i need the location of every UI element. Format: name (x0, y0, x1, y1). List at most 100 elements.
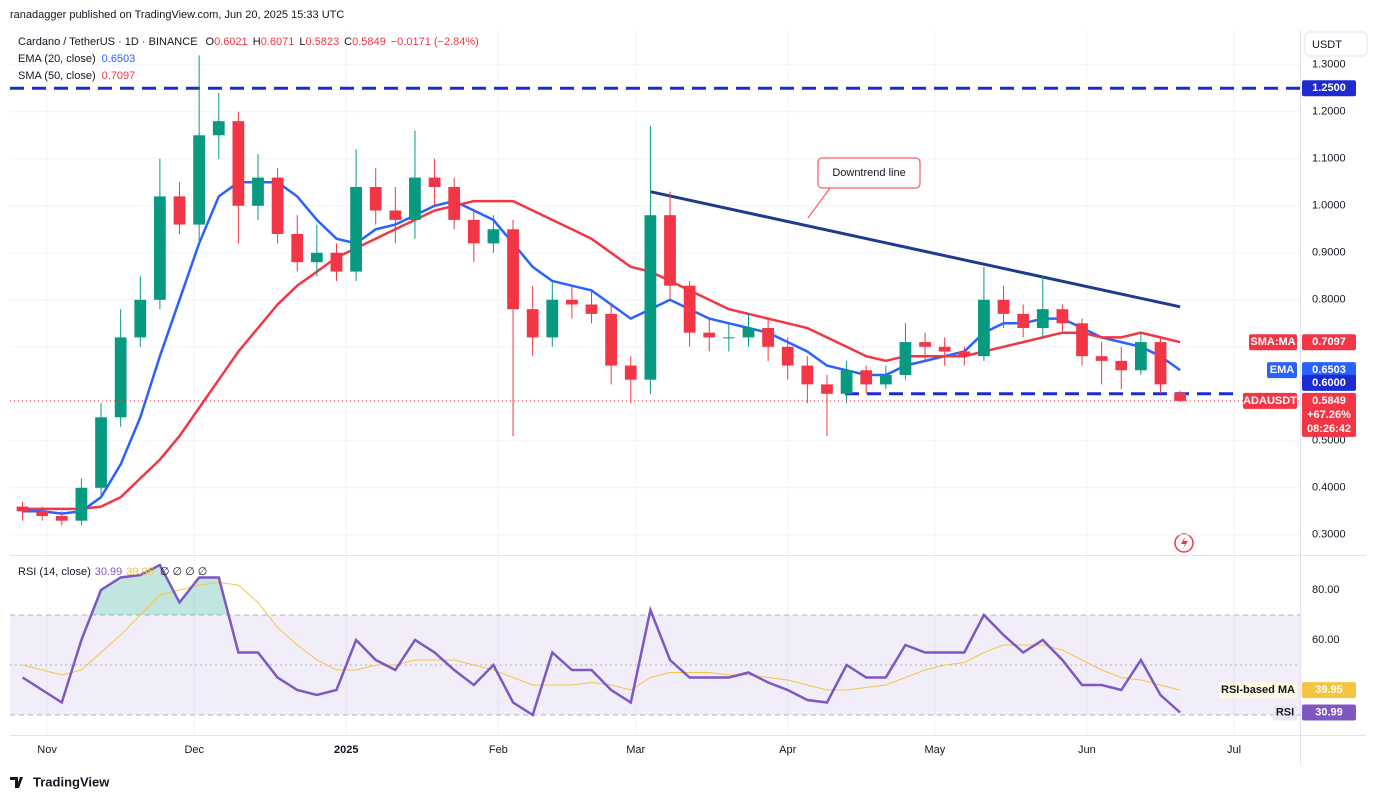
x-tick-label: Apr (779, 744, 796, 756)
ticker-tag-box (1243, 392, 1297, 409)
x-tick-label: Feb (489, 744, 508, 756)
ticker-tag-box (1302, 392, 1356, 437)
rsi-tick-label: 80.00 (1312, 584, 1340, 596)
change-pct: +67.26% (1307, 409, 1351, 421)
overlay-value: 0.7097 (102, 70, 136, 82)
annotation-box (817, 157, 921, 189)
change: −0.0171 (−2.84%) (391, 36, 479, 48)
candle-body (1017, 313, 1030, 328)
ohlc-value: 0.5849 (352, 36, 386, 48)
candle-body (1095, 356, 1108, 361)
rsi-tag: 30.99 (1315, 706, 1343, 718)
candle-body (310, 252, 323, 263)
ohlc-prefix: C (344, 36, 352, 48)
rsi-line (21, 563, 1181, 717)
rsi-ma-tag: 39.95 (1315, 684, 1343, 696)
candle-body (252, 177, 264, 206)
ohlc-value: 0.6071 (261, 36, 295, 48)
y-tick-label: 0.3000 (1312, 529, 1346, 541)
rsi-name-tag: RSI (1276, 706, 1294, 718)
candle-body (624, 365, 637, 380)
countdown: 08:26:42 (1307, 423, 1351, 435)
rsi-extras: ∅ ∅ ∅ ∅ (160, 566, 208, 578)
replay-icon[interactable] (1174, 533, 1194, 553)
candle-body (919, 342, 931, 347)
candle-body (585, 304, 598, 314)
legend-symbol: Cardano / TetherUS · 1D · BINANCE O0.6021… (18, 36, 479, 48)
candle-body (428, 177, 441, 187)
symbol: Cardano / TetherUS · 1D · BINANCE (18, 36, 198, 48)
rsi-ma-name-tag: RSI-based MA (1221, 684, 1295, 696)
rsi-tick-label: 60.00 (1312, 634, 1340, 646)
candle-body (958, 351, 971, 357)
candle-body (350, 186, 362, 272)
ohlc-prefix: H (253, 36, 261, 48)
trendline (650, 190, 1181, 309)
overlay-name-tag: EMA (1270, 364, 1295, 376)
y-tick-label: 1.1000 (1312, 153, 1346, 165)
candle-body (899, 342, 912, 375)
candle-body (664, 215, 676, 286)
candle-body (16, 506, 29, 512)
overlay-value-tag: 0.6503 (1312, 364, 1346, 376)
candle-body (487, 229, 500, 244)
rsi-tag-box (1302, 704, 1356, 721)
rsi-ma-name-tag-box (1219, 682, 1297, 699)
candle-body (566, 299, 578, 305)
overlay-value-tag-box (1302, 362, 1356, 379)
y-tick-label: 0.5000 (1312, 435, 1346, 447)
legend-overlay: EMA (20, close) 0.6503 (18, 53, 135, 65)
candle-body (330, 252, 343, 272)
legend-overlay: SMA (50, close) 0.7097 (18, 70, 135, 82)
candle-body (95, 417, 107, 488)
x-tick-label: 2025 (334, 744, 358, 756)
candle-body (134, 299, 147, 338)
currency[interactable]: USDT (1312, 39, 1342, 51)
candle-body (840, 370, 853, 394)
candle-body (1134, 342, 1147, 371)
candle-body (409, 177, 421, 220)
candle-body (36, 511, 49, 516)
y-tick-label: 1.3000 (1312, 59, 1346, 71)
ticker-tag: ADAUSDT (1243, 395, 1297, 407)
candle-body (526, 309, 539, 338)
icon-bolt[interactable] (1181, 537, 1188, 549)
candle-body (879, 374, 892, 385)
y-tick-label: 0.9000 (1312, 247, 1346, 259)
rsi-name-tag-box (1273, 704, 1297, 721)
candle-body (821, 384, 833, 394)
candle-body (232, 121, 245, 206)
level-tag-box (1302, 80, 1356, 97)
y-tick-label: 0.8000 (1312, 294, 1346, 306)
ohlc-prefix: L (299, 36, 305, 48)
candle-body (55, 515, 68, 521)
ohlc-value: 0.5823 (305, 36, 339, 48)
rsi-value: 30.99 (95, 566, 123, 578)
candle-body (1076, 323, 1088, 357)
level-tag: 0.6000 (1312, 377, 1346, 389)
rsi-overbought-fill (22, 565, 1181, 615)
level-tag: 1.2500 (1312, 82, 1346, 94)
footer-logo (10, 777, 23, 788)
y-tick-label: 0.4000 (1312, 482, 1346, 494)
candle-body (978, 299, 990, 357)
candle-body (860, 370, 873, 385)
candle-body (389, 210, 402, 220)
candle-body (1056, 309, 1069, 324)
currency-button[interactable] (1304, 31, 1368, 57)
y-tick-label: 1.2000 (1312, 106, 1346, 118)
candle-body (173, 196, 186, 225)
rsi-legend: RSI (14, close) 30.99 39.95 ∅ ∅ ∅ ∅ (18, 566, 207, 578)
candle-body (467, 219, 480, 244)
candle-body (212, 121, 225, 136)
candle-body (683, 285, 696, 333)
annotation-text: Downtrend line (832, 167, 905, 179)
overlay-name-tag-box (1249, 334, 1297, 351)
overlay-name: SMA (50, close) (18, 70, 96, 82)
overlay-name-tag: SMA:MA (1250, 336, 1295, 348)
candle-body (154, 196, 166, 300)
candle-body (801, 365, 814, 385)
last-price: 0.5849 (1312, 395, 1346, 407)
candle-body (1036, 309, 1049, 328)
